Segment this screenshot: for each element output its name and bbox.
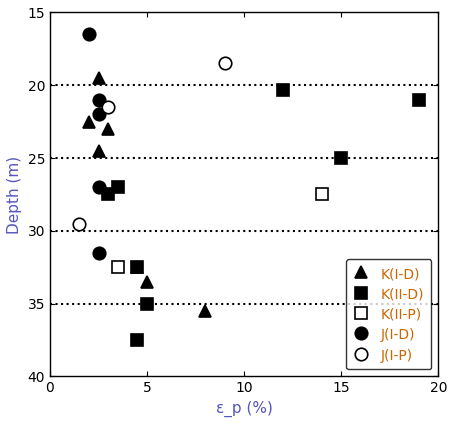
Line: J(I-D): J(I-D) <box>83 28 105 259</box>
K(II-D) <box>135 265 140 270</box>
K(II-D) <box>339 156 344 161</box>
K(I-D) <box>96 75 101 81</box>
J(I-P) <box>76 221 82 226</box>
Legend: K(I-D), K(II-D), K(II-P), J(I-D), J(I-P): K(I-D), K(II-D), K(II-P), J(I-D), J(I-P) <box>346 259 431 369</box>
Line: K(II-P): K(II-P) <box>113 189 327 273</box>
K(I-D) <box>96 148 101 153</box>
K(II-D) <box>144 301 150 306</box>
Line: K(II-D): K(II-D) <box>103 84 424 346</box>
K(I-D) <box>202 308 208 313</box>
J(I-D) <box>96 112 101 117</box>
J(I-D) <box>96 184 101 190</box>
K(II-D) <box>280 87 286 92</box>
Y-axis label: Depth (m): Depth (m) <box>7 155 22 234</box>
K(II-D) <box>135 338 140 343</box>
K(II-D) <box>416 97 422 102</box>
K(I-D) <box>86 119 92 124</box>
K(II-P) <box>115 265 121 270</box>
J(I-D) <box>96 97 101 102</box>
J(I-D) <box>96 250 101 255</box>
K(I-D) <box>135 265 140 270</box>
J(I-P) <box>222 61 227 66</box>
Line: J(I-P): J(I-P) <box>73 57 231 230</box>
Line: K(I-D): K(I-D) <box>83 73 211 316</box>
K(II-D) <box>105 192 111 197</box>
K(II-D) <box>115 184 121 190</box>
K(II-P) <box>319 192 325 197</box>
J(I-D) <box>86 32 92 37</box>
K(I-D) <box>105 126 111 131</box>
K(I-D) <box>144 279 150 285</box>
X-axis label: ε_p (%): ε_p (%) <box>216 401 272 417</box>
J(I-P) <box>105 105 111 110</box>
